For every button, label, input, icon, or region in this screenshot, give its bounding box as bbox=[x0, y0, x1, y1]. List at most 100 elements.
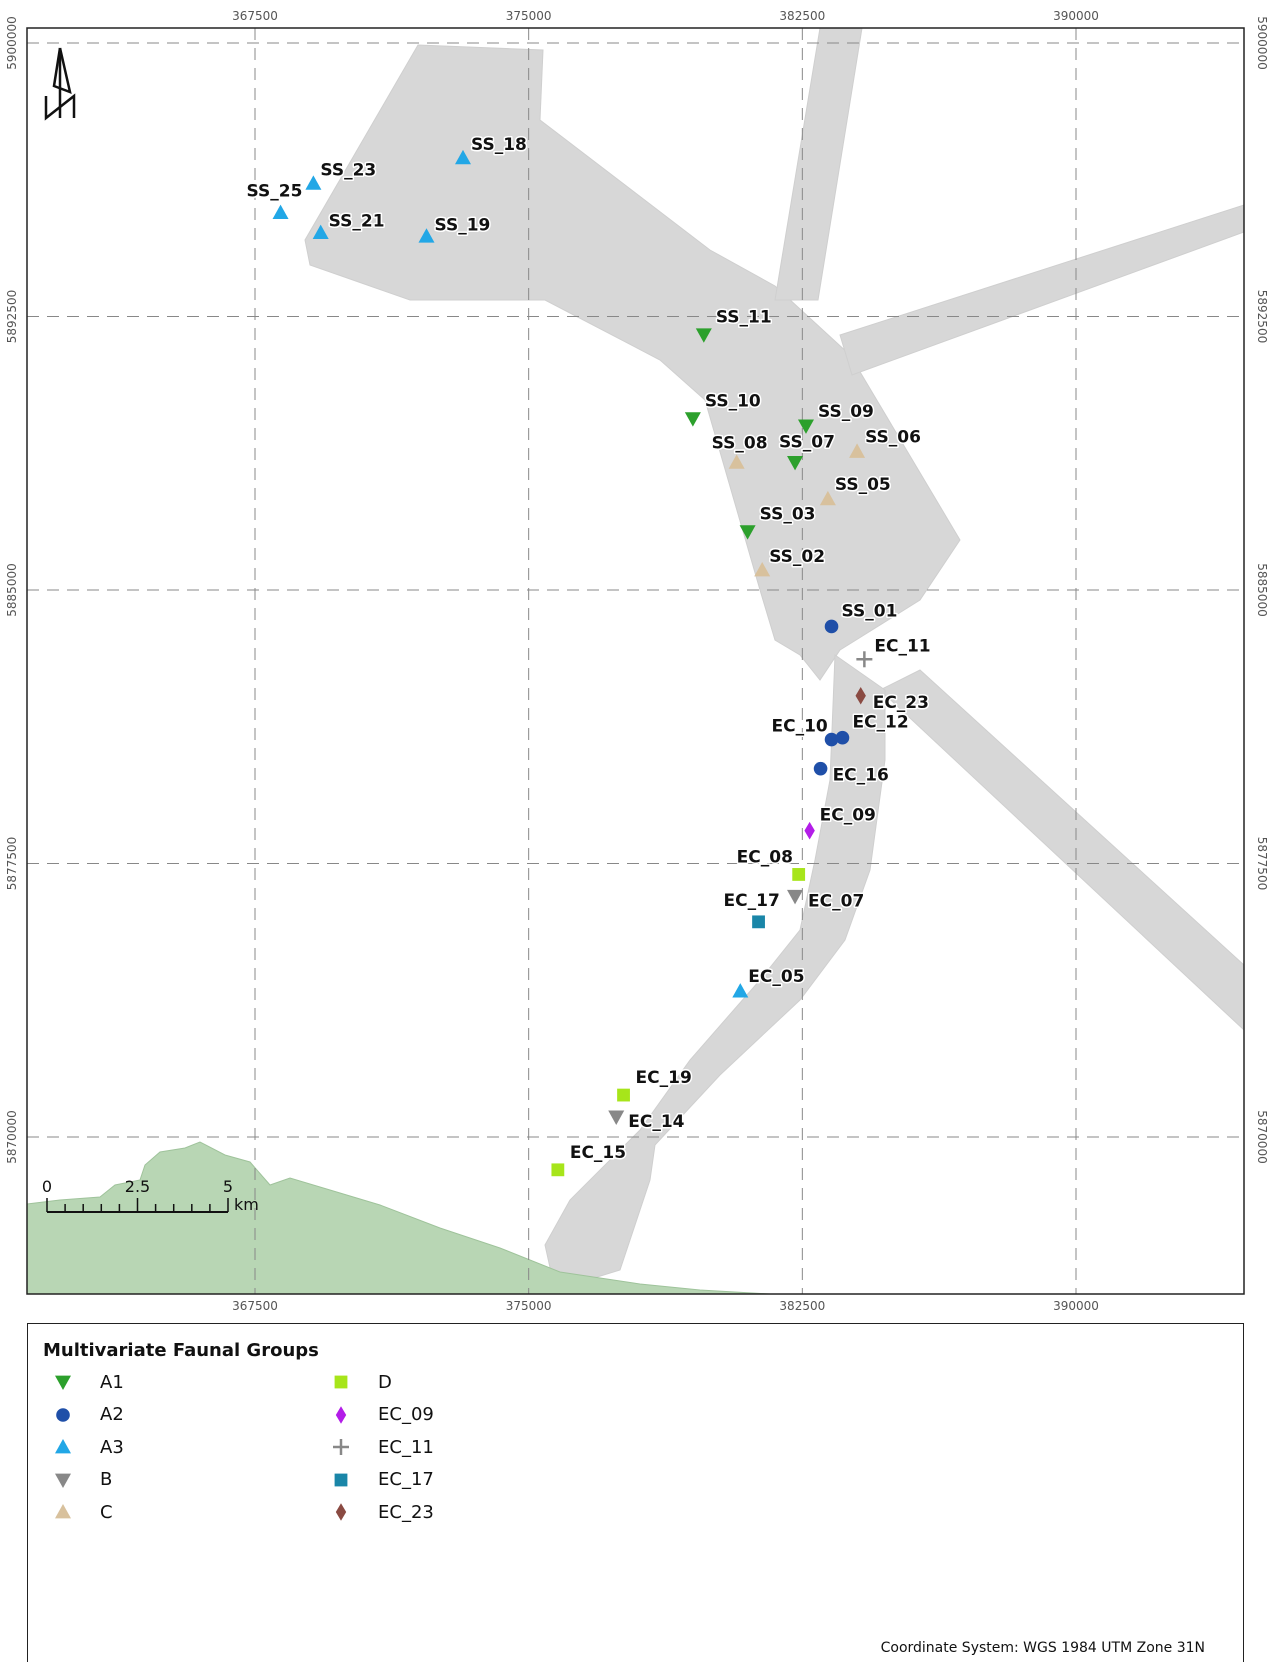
sample-site[interactable]: EC_08 bbox=[735, 846, 806, 881]
sample-site[interactable]: SS_25 bbox=[245, 180, 304, 219]
sample-site[interactable]: SS_06 bbox=[849, 426, 922, 458]
x-tick-label-top: 367500 bbox=[232, 9, 278, 23]
x-tick-label-top: 382500 bbox=[779, 9, 825, 23]
legend-label: B bbox=[100, 1469, 113, 1490]
sample-site[interactable]: SS_09 bbox=[797, 400, 875, 434]
sample-site[interactable]: SS_21 bbox=[312, 210, 386, 240]
legend-symbol-icon bbox=[333, 1439, 349, 1455]
sample-site[interactable]: EC_05 bbox=[732, 966, 806, 998]
legend-symbol-icon bbox=[55, 1439, 71, 1454]
swath-southeast-arm bbox=[879, 669, 1244, 1031]
scale-bar-unit: km bbox=[234, 1195, 259, 1214]
sample-site[interactable]: EC_14 bbox=[608, 1110, 686, 1133]
site-label: SS_18 bbox=[471, 135, 527, 155]
site-marker bbox=[804, 821, 815, 840]
sample-site[interactable]: EC_23 bbox=[855, 686, 930, 714]
y-tick-label-right: 5870000 bbox=[1255, 1110, 1269, 1163]
site-label: EC_23 bbox=[873, 693, 929, 713]
sample-site[interactable]: EC_16 bbox=[813, 761, 890, 787]
sample-site[interactable]: EC_17 bbox=[722, 889, 781, 929]
x-tick-label-bottom: 367500 bbox=[232, 1299, 278, 1313]
site-marker bbox=[792, 868, 806, 881]
sample-site[interactable]: SS_18 bbox=[454, 133, 528, 165]
site-marker bbox=[418, 228, 435, 243]
y-tick-label-left: 5877500 bbox=[5, 837, 19, 890]
site-marker bbox=[732, 983, 749, 998]
legend-title: Multivariate Faunal Groups bbox=[43, 1340, 319, 1361]
legend-symbol-icon bbox=[55, 1504, 71, 1519]
site-label: SS_21 bbox=[329, 212, 385, 232]
legend-marker bbox=[334, 1473, 348, 1486]
legend-marker bbox=[335, 1503, 347, 1521]
legend-symbol-icon bbox=[335, 1405, 347, 1424]
site-label: EC_05 bbox=[748, 967, 804, 987]
site-marker bbox=[608, 1110, 625, 1125]
y-tick-label-right: 5900000 bbox=[1255, 16, 1269, 69]
legend-marker bbox=[55, 1439, 71, 1454]
map-figure: SS_18 SS_23 SS_25 SS_21 SS_19 SS_11 SS_10 SS_09… bbox=[5, 9, 1269, 1313]
sample-site[interactable]: SS_03 bbox=[739, 503, 817, 540]
y-tick-label-left: 5900000 bbox=[5, 16, 19, 69]
site-label: SS_05 bbox=[835, 475, 891, 495]
site-marker bbox=[835, 730, 850, 745]
sample-site[interactable]: SS_07 bbox=[778, 431, 836, 471]
legend-label: EC_23 bbox=[378, 1501, 434, 1523]
legend-symbol-icon bbox=[56, 1407, 70, 1422]
sample-site[interactable]: SS_01 bbox=[824, 600, 899, 634]
site-marker bbox=[787, 889, 804, 905]
sample-site[interactable]: EC_07 bbox=[787, 889, 866, 913]
legend-marker bbox=[56, 1407, 70, 1422]
sample-site[interactable]: EC_12 bbox=[835, 711, 910, 745]
site-marker bbox=[728, 454, 745, 469]
legend-item: D bbox=[326, 1368, 392, 1396]
sample-site[interactable]: SS_02 bbox=[754, 545, 827, 577]
x-tick-label-top: 375000 bbox=[506, 9, 552, 23]
site-marker bbox=[695, 328, 712, 343]
survey-swath-coverage bbox=[304, 28, 1244, 1291]
graticule-grid bbox=[27, 28, 1244, 1294]
sample-site[interactable]: SS_05 bbox=[819, 473, 892, 506]
sample-site[interactable]: SS_19 bbox=[418, 214, 492, 243]
site-marker bbox=[787, 455, 804, 471]
site-marker bbox=[312, 224, 329, 240]
legend-symbol-icon bbox=[334, 1375, 348, 1389]
site-marker bbox=[684, 412, 701, 427]
legend-item: C bbox=[48, 1498, 113, 1526]
x-tick-label-bottom: 375000 bbox=[506, 1299, 552, 1313]
scale-bar-label: 2.5 bbox=[125, 1177, 150, 1196]
y-tick-label-right: 5885000 bbox=[1255, 563, 1269, 616]
swath-northwest bbox=[304, 44, 961, 681]
legend-item: B bbox=[48, 1466, 112, 1494]
sample-site[interactable]: SS_11 bbox=[695, 306, 773, 343]
sample-site[interactable]: EC_15 bbox=[551, 1141, 628, 1177]
site-label: SS_10 bbox=[705, 392, 761, 412]
legend-item: EC_23 bbox=[326, 1498, 434, 1526]
legend-label: EC_11 bbox=[378, 1436, 434, 1458]
legend-label: C bbox=[100, 1501, 113, 1523]
site-label: SS_25 bbox=[247, 182, 303, 202]
site-marker bbox=[855, 686, 866, 705]
legend-label: A1 bbox=[100, 1371, 124, 1393]
site-marker bbox=[551, 1163, 565, 1177]
sample-site[interactable]: EC_11 bbox=[856, 635, 932, 668]
sample-site[interactable]: SS_08 bbox=[710, 432, 769, 469]
y-tick-label-left: 5892500 bbox=[5, 290, 19, 343]
sample-site[interactable]: EC_10 bbox=[770, 715, 839, 747]
y-tick-label-right: 5877500 bbox=[1255, 837, 1269, 890]
sample-site[interactable]: SS_23 bbox=[305, 159, 378, 190]
legend-label: A2 bbox=[100, 1404, 124, 1425]
sample-site[interactable]: SS_10 bbox=[684, 390, 762, 427]
sample-site[interactable]: EC_09 bbox=[804, 804, 877, 840]
site-marker bbox=[849, 443, 866, 458]
scale-bar: 0 2.5 5km bbox=[42, 1177, 259, 1214]
sample-site[interactable]: EC_19 bbox=[617, 1067, 693, 1102]
site-label: SS_08 bbox=[712, 433, 768, 453]
site-marker bbox=[752, 915, 765, 929]
legend-item: EC_17 bbox=[326, 1466, 434, 1494]
legend-item: A2 bbox=[48, 1401, 124, 1429]
site-label: SS_09 bbox=[818, 402, 874, 422]
y-tick-label-left: 5870000 bbox=[5, 1110, 19, 1163]
site-marker bbox=[305, 175, 322, 190]
legend-label: D bbox=[378, 1371, 392, 1393]
site-label: SS_06 bbox=[865, 427, 921, 447]
